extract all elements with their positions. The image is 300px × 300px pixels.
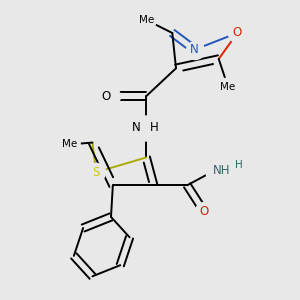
Text: S: S <box>92 166 100 179</box>
Text: H: H <box>150 121 159 134</box>
Text: H: H <box>236 160 243 170</box>
Text: O: O <box>102 90 111 103</box>
Text: Me: Me <box>62 140 78 149</box>
Text: Me: Me <box>220 82 236 92</box>
Text: N: N <box>132 121 141 134</box>
Text: N: N <box>190 43 199 56</box>
Text: O: O <box>199 205 208 218</box>
Text: Me: Me <box>139 15 154 25</box>
Text: O: O <box>233 26 242 40</box>
Text: NH: NH <box>213 164 231 177</box>
